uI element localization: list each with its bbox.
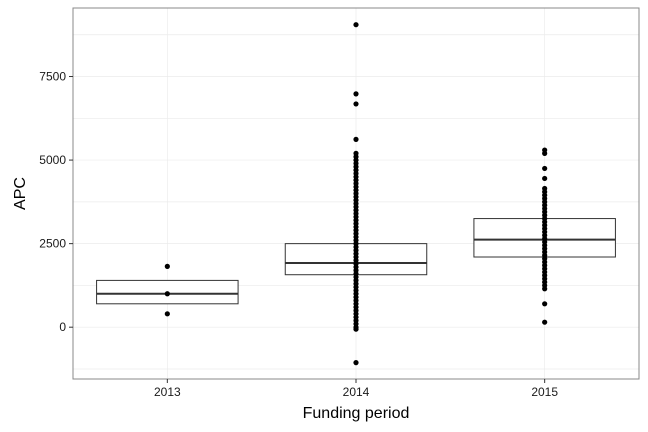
y-tick-label: 0 [59, 320, 66, 334]
data-point-2014 [353, 360, 359, 366]
data-point-2015 [542, 319, 548, 325]
x-tick-label: 2015 [531, 385, 558, 399]
data-point-2013 [164, 263, 170, 269]
y-axis-title: APC [12, 177, 29, 210]
axes: 0 2500 5000 7500 2013 2014 2015 [39, 70, 558, 399]
point-series [164, 22, 548, 366]
x-tick-label: 2014 [343, 385, 370, 399]
data-point-2015 [542, 175, 548, 182]
y-tick-label: 7500 [39, 70, 66, 84]
data-point-2013 [164, 311, 170, 317]
data-point-2014 [353, 101, 359, 107]
y-tick-label: 5000 [39, 153, 66, 167]
data-point-2015 [542, 150, 548, 156]
data-point-2015 [542, 165, 548, 172]
data-point-2014 [353, 22, 359, 28]
data-point-2013 [164, 291, 170, 297]
y-tick-label: 2500 [39, 237, 66, 251]
data-point-2015 [542, 301, 548, 307]
data-point-2014 [353, 91, 359, 97]
data-point-2014 [353, 136, 359, 142]
x-axis-title: Funding period [303, 405, 410, 422]
data-point-2014 [353, 326, 359, 332]
x-tick-label: 2013 [154, 385, 181, 399]
data-point-2015 [542, 286, 548, 292]
